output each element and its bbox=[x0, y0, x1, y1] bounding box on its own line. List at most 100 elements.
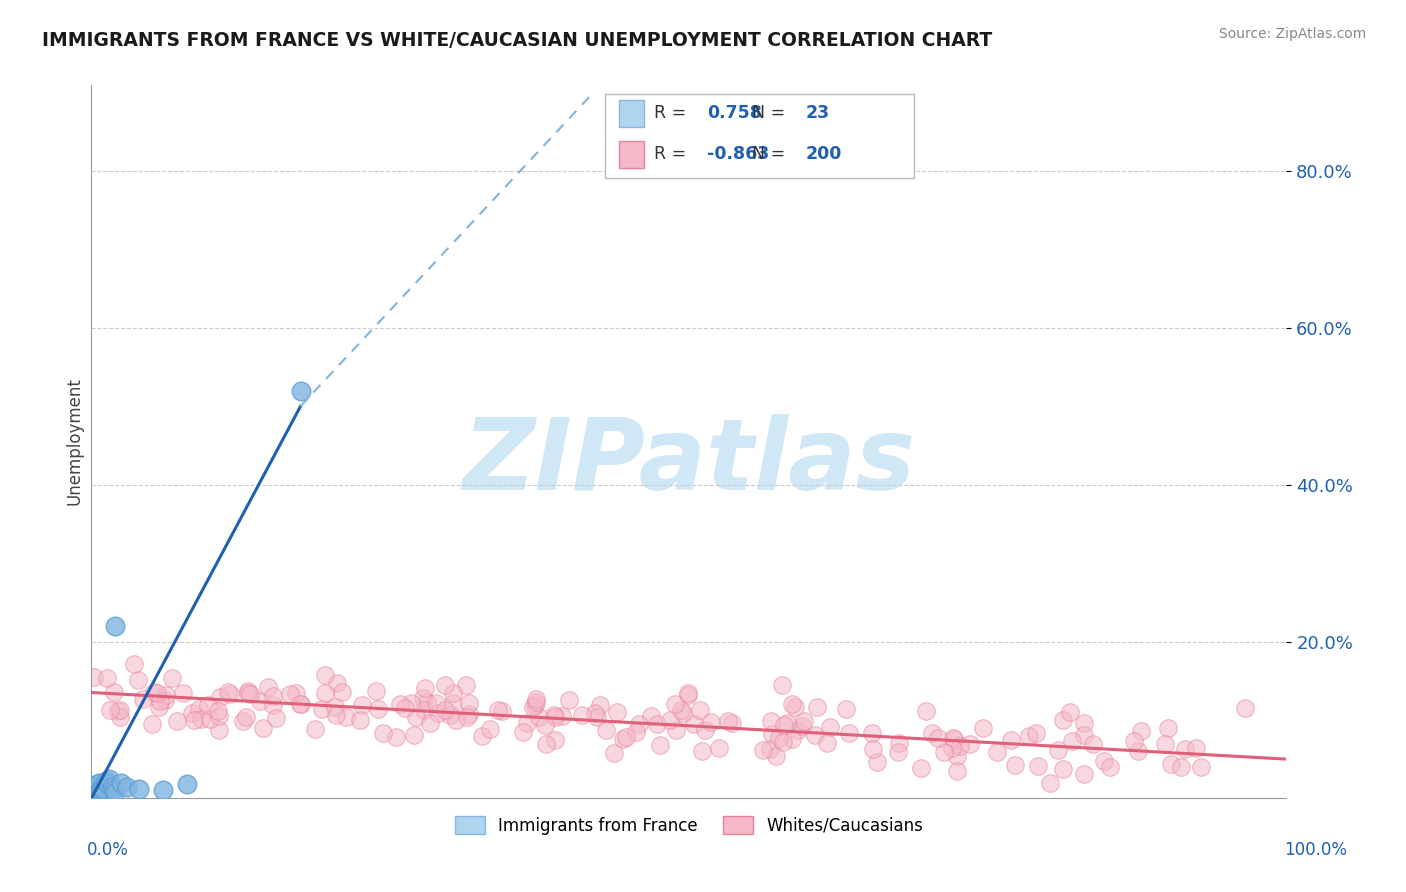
Point bbox=[478, 723, 501, 737]
Text: 23: 23 bbox=[806, 104, 830, 122]
Text: 200: 200 bbox=[806, 145, 842, 163]
Point bbox=[1052, 714, 1074, 728]
Point bbox=[83, 781, 105, 796]
Point bbox=[124, 657, 146, 672]
Point bbox=[181, 706, 204, 720]
Point bbox=[198, 713, 221, 727]
Point bbox=[776, 716, 799, 731]
Point bbox=[534, 718, 557, 732]
Point bbox=[645, 716, 668, 731]
Point bbox=[149, 694, 172, 708]
Point bbox=[765, 749, 787, 764]
Text: 100.0%: 100.0% bbox=[1284, 840, 1347, 858]
Point bbox=[394, 701, 416, 715]
Point bbox=[238, 684, 260, 698]
Point bbox=[1004, 758, 1026, 772]
Point bbox=[235, 710, 257, 724]
Point bbox=[773, 718, 796, 732]
Point bbox=[288, 698, 311, 712]
Point bbox=[752, 743, 775, 757]
Text: N =: N = bbox=[752, 104, 792, 122]
Point bbox=[1052, 762, 1074, 776]
Point bbox=[689, 703, 711, 717]
Point bbox=[595, 723, 617, 737]
Y-axis label: Unemployment: Unemployment bbox=[65, 377, 83, 506]
Point bbox=[1081, 737, 1104, 751]
Point bbox=[835, 702, 858, 716]
Point bbox=[93, 781, 114, 796]
Text: -0.863: -0.863 bbox=[707, 145, 769, 163]
Point bbox=[217, 684, 239, 698]
Point bbox=[1000, 733, 1022, 747]
Text: N =: N = bbox=[752, 145, 792, 163]
Point bbox=[183, 713, 205, 727]
Point bbox=[350, 698, 373, 712]
Point bbox=[524, 691, 547, 706]
Point bbox=[404, 728, 426, 742]
Point bbox=[285, 686, 308, 700]
Point bbox=[959, 738, 981, 752]
Point bbox=[1073, 728, 1095, 742]
Point bbox=[1123, 733, 1146, 747]
Point bbox=[446, 714, 468, 728]
Point bbox=[678, 688, 700, 702]
Point bbox=[780, 697, 803, 711]
Point bbox=[264, 711, 287, 725]
Point bbox=[1039, 776, 1062, 790]
Point bbox=[648, 738, 671, 752]
Point bbox=[239, 687, 262, 701]
Point bbox=[676, 685, 699, 699]
Point bbox=[787, 723, 810, 737]
Point bbox=[290, 697, 312, 711]
Point bbox=[943, 731, 966, 746]
Point bbox=[1059, 705, 1081, 719]
Point bbox=[1156, 721, 1178, 735]
Point bbox=[127, 673, 149, 687]
Point bbox=[699, 715, 721, 730]
Point bbox=[96, 672, 118, 686]
Point bbox=[945, 764, 967, 779]
Point bbox=[536, 737, 558, 751]
Point bbox=[806, 700, 828, 714]
Point bbox=[98, 772, 121, 786]
Point bbox=[527, 710, 550, 724]
Point bbox=[972, 721, 994, 735]
Point bbox=[543, 707, 565, 722]
Point bbox=[558, 693, 581, 707]
Point bbox=[434, 678, 457, 692]
Point bbox=[425, 697, 447, 711]
Point bbox=[456, 710, 478, 724]
Point bbox=[866, 755, 889, 769]
Point bbox=[921, 725, 943, 739]
Point bbox=[1154, 737, 1177, 751]
Point bbox=[838, 726, 860, 740]
Point bbox=[232, 714, 254, 728]
Point bbox=[1185, 741, 1208, 756]
Point bbox=[860, 726, 883, 740]
Point bbox=[551, 708, 574, 723]
Point bbox=[1189, 760, 1212, 774]
Point bbox=[544, 733, 567, 747]
Point bbox=[190, 712, 212, 726]
Point bbox=[208, 723, 231, 737]
Point bbox=[98, 703, 121, 717]
Point bbox=[311, 702, 333, 716]
Point bbox=[768, 731, 790, 745]
Point bbox=[176, 777, 198, 791]
Point bbox=[1130, 723, 1153, 738]
Point bbox=[399, 696, 422, 710]
Point bbox=[927, 731, 949, 745]
Point bbox=[692, 744, 714, 758]
Point bbox=[412, 691, 434, 706]
Point bbox=[427, 706, 450, 720]
Point bbox=[589, 698, 612, 712]
Point bbox=[693, 723, 716, 737]
Point bbox=[107, 705, 129, 719]
Point bbox=[761, 727, 783, 741]
Text: ZIPatlas: ZIPatlas bbox=[463, 415, 915, 511]
Point bbox=[761, 714, 783, 728]
Point bbox=[132, 692, 155, 706]
Point bbox=[915, 704, 938, 718]
Text: Source: ZipAtlas.com: Source: ZipAtlas.com bbox=[1219, 27, 1367, 41]
Point bbox=[87, 775, 110, 789]
